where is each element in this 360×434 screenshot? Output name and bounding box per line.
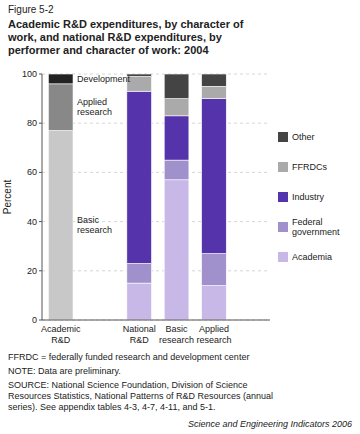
- legend-swatch: [278, 222, 288, 232]
- bar-segment: [48, 131, 73, 320]
- tick-label: 20: [27, 266, 37, 276]
- footnote: SOURCE: National Science Foundation, Div…: [8, 380, 273, 412]
- legend-label: Industry: [292, 192, 325, 202]
- chart: Figure 5-2 Academic R&D expenditures, by …: [0, 0, 360, 434]
- bar-segment: [127, 263, 152, 283]
- bar-segment: [202, 254, 227, 286]
- legend-swatch: [278, 132, 288, 142]
- category-label: Basicresearch: [159, 324, 194, 345]
- footnote: Science and Engineering Indicators 2006: [188, 419, 352, 429]
- grid: [42, 74, 270, 320]
- bar-segment: [48, 74, 73, 84]
- y-axis-label: Percent: [2, 180, 13, 215]
- legend-label: Academia: [292, 252, 332, 262]
- x-axis-line: [42, 320, 270, 321]
- legend-label: Other: [292, 132, 315, 142]
- bar-segment: [202, 86, 227, 98]
- bar-segment: [202, 74, 227, 86]
- legend-swatch: [278, 162, 288, 172]
- bar-segment: [164, 99, 189, 116]
- grid-line: [42, 270, 270, 271]
- segment-label: Development: [77, 74, 131, 84]
- bar-segment: [48, 84, 73, 131]
- category-label: Appliedresearch: [196, 324, 231, 345]
- figure-label: Figure 5-2: [8, 4, 54, 15]
- footnote: FFRDC = federally funded research and de…: [8, 352, 249, 362]
- segment-label: Basicresearch: [77, 215, 112, 235]
- category-label: AcademicR&D: [41, 324, 81, 345]
- tick-label: 60: [27, 167, 37, 177]
- tick-label: 40: [27, 217, 37, 227]
- bar-segment: [127, 74, 152, 76]
- grid-line: [42, 123, 270, 124]
- footnote: NOTE: Data are preliminary.: [8, 366, 121, 376]
- legend-swatch: [278, 252, 288, 262]
- y-axis-line: [42, 74, 43, 320]
- legend-label: FFRDCs: [292, 162, 327, 172]
- bar-segment: [202, 99, 227, 254]
- bar-segment: [127, 283, 152, 320]
- segment-label: Appliedresearch: [77, 97, 112, 117]
- category-label: NationalR&D: [123, 324, 156, 345]
- bar-segment: [164, 180, 189, 320]
- legend-swatch: [278, 192, 288, 202]
- grid-line: [42, 172, 270, 173]
- legend-label: Federalgovernment: [292, 217, 340, 237]
- bars: [48, 74, 226, 320]
- bar-segment: [127, 76, 152, 91]
- segment-labels: Basicresearch Appliedresearch Development: [77, 74, 131, 235]
- bar-segment: [202, 286, 227, 320]
- bar-segment: [164, 160, 189, 180]
- bar-segment: [127, 91, 152, 263]
- tick-label: 0: [32, 315, 37, 325]
- title: Academic R&D expenditures, by character …: [7, 18, 244, 56]
- legend: Other FFRDCs Industry Federalgovernment Acad…: [278, 132, 340, 262]
- tick-label: 100: [22, 69, 37, 79]
- grid-line: [42, 320, 270, 321]
- bar-segment: [164, 116, 189, 160]
- bar-segment: [164, 74, 189, 99]
- tick-label: 80: [27, 118, 37, 128]
